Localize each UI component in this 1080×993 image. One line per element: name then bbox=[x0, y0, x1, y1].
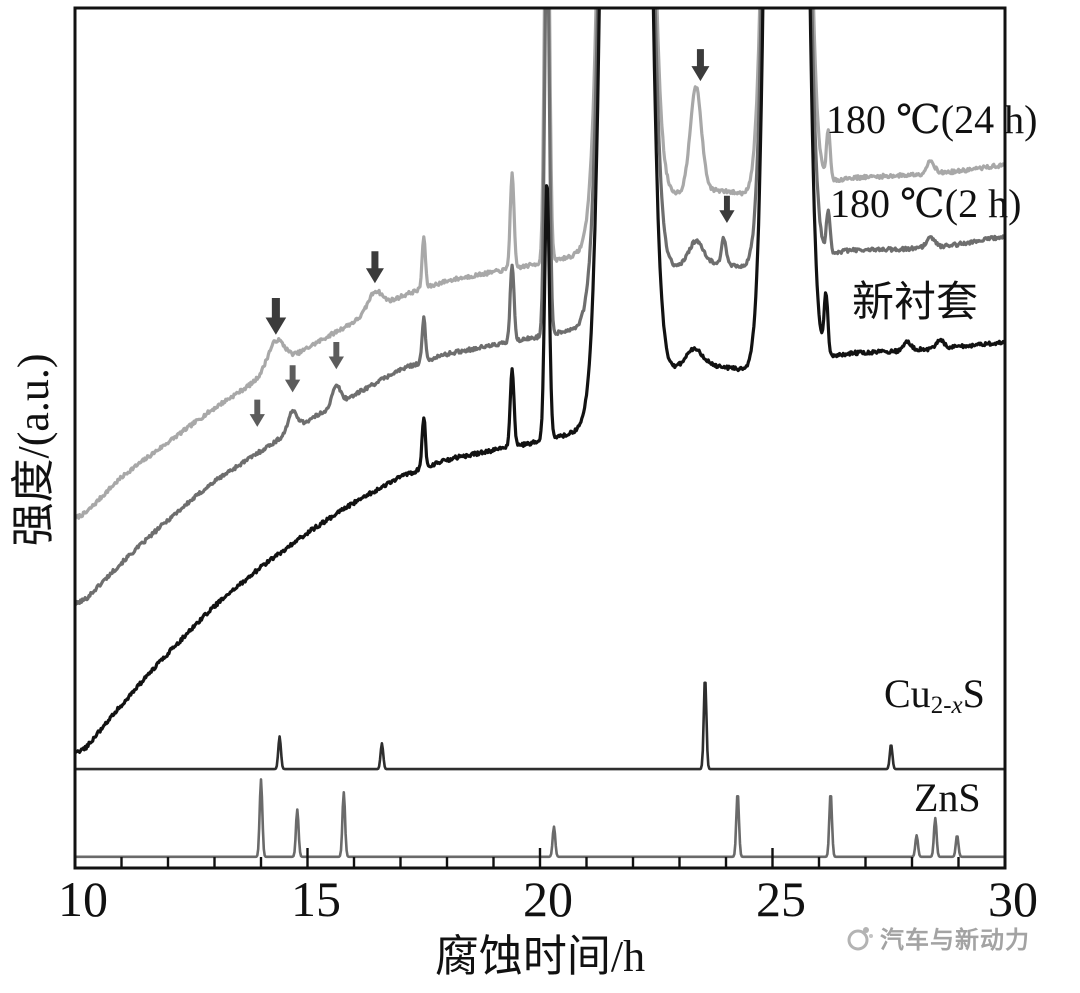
series-label-new-liner: 新衬套 bbox=[852, 280, 979, 326]
watermark-text: 汽车与新动力 bbox=[880, 927, 1030, 954]
x-axis-title: 腐蚀时间/h bbox=[434, 932, 646, 981]
x-tick-label: 15 bbox=[291, 871, 341, 927]
ref-label-cu2xs-post: S bbox=[962, 671, 985, 716]
x-tick-label: 25 bbox=[756, 871, 806, 927]
x-tick-label: 20 bbox=[523, 871, 573, 927]
x-tick-label: 30 bbox=[988, 871, 1038, 927]
series-label-180c-2h: 180 ℃(2 h) bbox=[830, 181, 1022, 226]
ref-label-zns: ZnS bbox=[914, 775, 981, 820]
series-label-180c-24h: 180 ℃(24 h) bbox=[826, 97, 1038, 142]
x-tick-label: 10 bbox=[58, 871, 108, 927]
watermark: 汽车与新动力 bbox=[843, 920, 1030, 955]
y-axis-title: 强度/(a.u.) bbox=[9, 353, 58, 547]
ref-label-cu2xs-subvar: x bbox=[951, 692, 963, 719]
watermark-logo-icon bbox=[847, 926, 873, 950]
ref-label-cu2xs: Cu2-xS bbox=[884, 671, 985, 719]
ref-label-cu2xs-subnum: 2- bbox=[930, 692, 952, 719]
ref-label-cu2xs-pre: Cu bbox=[884, 671, 931, 716]
